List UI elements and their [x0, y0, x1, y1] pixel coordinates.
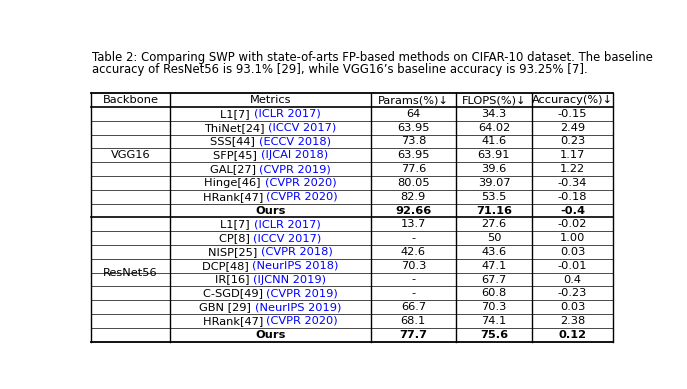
Text: 73.8: 73.8 [401, 137, 426, 146]
Text: 47.1: 47.1 [482, 261, 506, 271]
Text: 34.3: 34.3 [482, 109, 506, 119]
Text: -: - [412, 288, 416, 298]
Text: 75.6: 75.6 [480, 330, 508, 340]
Text: 50: 50 [486, 233, 502, 243]
Text: (ICLR 2017): (ICLR 2017) [254, 109, 320, 119]
Text: 13.7: 13.7 [401, 219, 426, 230]
Text: Hinge[46]: Hinge[46] [205, 178, 264, 188]
Text: 71.16: 71.16 [476, 205, 512, 216]
Text: Accuracy(%)↓: Accuracy(%)↓ [532, 95, 613, 105]
Text: -: - [412, 233, 416, 243]
Text: Ours: Ours [255, 205, 286, 216]
Text: 63.91: 63.91 [477, 150, 510, 160]
Text: -0.34: -0.34 [558, 178, 587, 188]
Text: 53.5: 53.5 [482, 192, 507, 202]
Text: -0.01: -0.01 [558, 261, 587, 271]
Text: 60.8: 60.8 [482, 288, 506, 298]
Text: (CVPR 2019): (CVPR 2019) [259, 164, 331, 174]
Text: 63.95: 63.95 [397, 123, 429, 133]
Text: 43.6: 43.6 [482, 247, 506, 257]
Text: -: - [412, 275, 416, 285]
Text: (NeurIPS 2018): (NeurIPS 2018) [252, 261, 339, 271]
Text: Ours: Ours [255, 330, 286, 340]
Text: 27.6: 27.6 [482, 219, 506, 230]
Text: 1.22: 1.22 [560, 164, 585, 174]
Text: -0.23: -0.23 [558, 288, 587, 298]
Text: FLOPS(%)↓: FLOPS(%)↓ [462, 95, 526, 105]
Text: 68.1: 68.1 [401, 316, 426, 326]
Text: 80.05: 80.05 [397, 178, 429, 188]
Text: 42.6: 42.6 [401, 247, 426, 257]
Text: 1.00: 1.00 [560, 233, 585, 243]
Text: 70.3: 70.3 [482, 302, 507, 312]
Text: 64.02: 64.02 [478, 123, 510, 133]
Text: NISP[25]: NISP[25] [208, 247, 261, 257]
Text: 0.12: 0.12 [559, 330, 587, 340]
Text: -0.18: -0.18 [558, 192, 587, 202]
Text: 67.7: 67.7 [482, 275, 506, 285]
Text: 0.03: 0.03 [560, 247, 585, 257]
Text: (NeurIPS 2019): (NeurIPS 2019) [255, 302, 341, 312]
Text: -0.02: -0.02 [558, 219, 587, 230]
Text: VGG16: VGG16 [111, 150, 150, 160]
Text: ResNet56: ResNet56 [103, 268, 158, 278]
Text: -0.4: -0.4 [560, 205, 585, 216]
Text: 1.17: 1.17 [560, 150, 585, 160]
Text: 63.95: 63.95 [397, 150, 429, 160]
Text: (ICCV 2017): (ICCV 2017) [269, 123, 337, 133]
Text: (IJCAI 2018): (IJCAI 2018) [260, 150, 328, 160]
Text: 39.6: 39.6 [482, 164, 506, 174]
Text: 77.7: 77.7 [399, 330, 427, 340]
Text: 39.07: 39.07 [477, 178, 510, 188]
Text: 0.03: 0.03 [560, 302, 585, 312]
Text: 66.7: 66.7 [401, 302, 426, 312]
Text: 64: 64 [406, 109, 420, 119]
Text: (CVPR 2020): (CVPR 2020) [267, 192, 338, 202]
Text: 70.3: 70.3 [401, 261, 426, 271]
Text: Table 2: Comparing SWP with state-of-arts FP-based methods on CIFAR-10 dataset. : Table 2: Comparing SWP with state-of-art… [92, 51, 653, 64]
Text: 2.38: 2.38 [560, 316, 585, 326]
Text: Backbone: Backbone [102, 95, 159, 105]
Text: 77.6: 77.6 [401, 164, 426, 174]
Text: CP[8]: CP[8] [219, 233, 254, 243]
Text: 0.4: 0.4 [563, 275, 581, 285]
Text: C-SGD[49]: C-SGD[49] [203, 288, 267, 298]
Text: ThiNet[24]: ThiNet[24] [204, 123, 269, 133]
Text: SSS[44]: SSS[44] [210, 137, 258, 146]
Text: (ICCV 2017): (ICCV 2017) [254, 233, 322, 243]
Text: (ECCV 2018): (ECCV 2018) [258, 137, 330, 146]
Text: HRank[47]: HRank[47] [203, 316, 267, 326]
Text: L1[7]: L1[7] [221, 219, 254, 230]
Text: L1[7]: L1[7] [221, 109, 254, 119]
Text: DCP[48]: DCP[48] [202, 261, 252, 271]
Text: (CVPR 2018): (CVPR 2018) [261, 247, 333, 257]
Text: 74.1: 74.1 [482, 316, 506, 326]
Text: HRank[47]: HRank[47] [203, 192, 267, 202]
Text: (ICLR 2017): (ICLR 2017) [254, 219, 320, 230]
Text: IR[16]: IR[16] [215, 275, 253, 285]
Text: (CVPR 2020): (CVPR 2020) [264, 178, 336, 188]
Text: 2.49: 2.49 [560, 123, 585, 133]
Text: (IJCNN 2019): (IJCNN 2019) [253, 275, 326, 285]
Text: 41.6: 41.6 [482, 137, 506, 146]
Text: (CVPR 2020): (CVPR 2020) [267, 316, 338, 326]
Text: 92.66: 92.66 [395, 205, 431, 216]
Text: SFP[45]: SFP[45] [213, 150, 260, 160]
Text: 82.9: 82.9 [401, 192, 426, 202]
Text: -0.15: -0.15 [558, 109, 587, 119]
Text: 0.23: 0.23 [560, 137, 585, 146]
Text: GAL[27]: GAL[27] [210, 164, 259, 174]
Text: GBN [29]: GBN [29] [199, 302, 255, 312]
Text: Params(%)↓: Params(%)↓ [378, 95, 449, 105]
Text: (CVPR 2019): (CVPR 2019) [267, 288, 338, 298]
Text: Metrics: Metrics [249, 95, 291, 105]
Text: accuracy of ResNet56 is 93.1% [29], while VGG16’s baseline accuracy is 93.25% [7: accuracy of ResNet56 is 93.1% [29], whil… [92, 63, 588, 76]
